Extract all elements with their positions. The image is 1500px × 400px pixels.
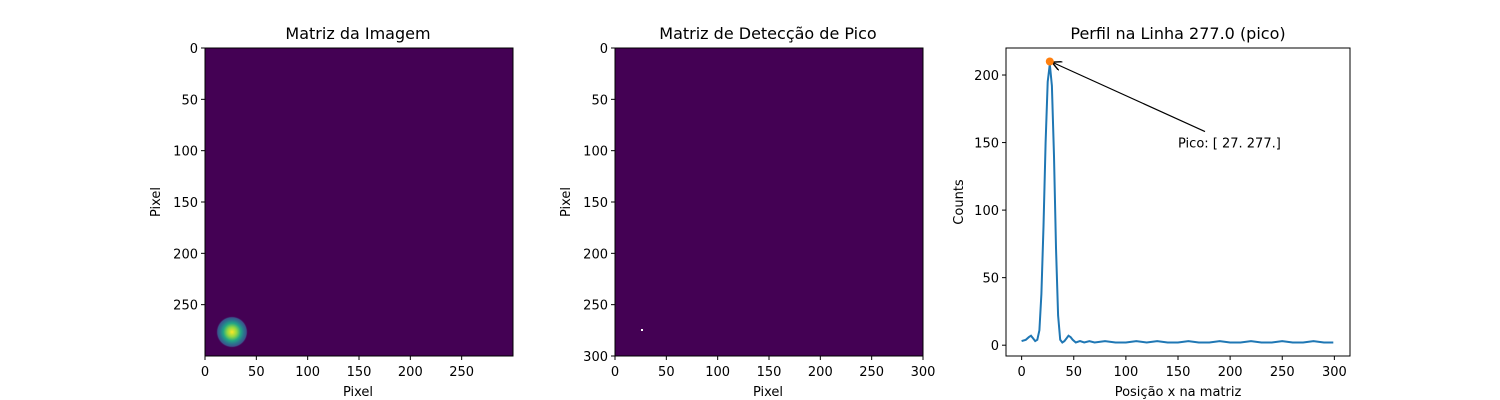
right-xlabel: Posição x na matriz [1115, 385, 1242, 400]
annotation-arrow [1053, 63, 1206, 133]
left-yticks: 0 50 100 150 200 250 [173, 42, 205, 314]
left-xtick-label: 150 [347, 365, 372, 380]
left-ytick-label: 0 [190, 42, 198, 57]
left-xlabel: Pixel [343, 385, 373, 400]
middle-ytick-label: 300 [583, 350, 608, 365]
right-panel: Perfil na Linha 277.0 (pico) 0 50 100 150 20… [952, 24, 1351, 400]
left-xtick-label: 200 [398, 365, 423, 380]
left-panel: Matriz da Imagem 0 50 100 150 200 250 0 50 100 1… [149, 24, 514, 400]
right-xtick-label: 0 [1017, 365, 1025, 380]
right-ytick-label: 150 [974, 137, 999, 152]
left-ytick-label: 200 [173, 247, 198, 262]
left-ytick-label: 100 [173, 145, 198, 160]
middle-xtick-label: 300 [911, 365, 936, 380]
right-yticks: 0 50 100 150 200 [974, 69, 1006, 354]
middle-ytick-label: 150 [583, 196, 608, 211]
middle-ylabel: Pixel [559, 187, 574, 217]
right-xtick-label: 100 [1113, 365, 1138, 380]
right-ylabel: Counts [952, 179, 967, 225]
left-ytick-label: 50 [181, 93, 198, 108]
middle-xlabel: Pixel [753, 385, 783, 400]
right-xtick-label: 50 [1065, 365, 1082, 380]
right-xtick-label: 200 [1218, 365, 1243, 380]
left-xticks: 0 50 100 150 200 250 [201, 356, 474, 380]
middle-detected-pixel [641, 329, 643, 331]
middle-xtick-label: 150 [757, 365, 782, 380]
middle-xtick-label: 100 [705, 365, 730, 380]
middle-xticks: 0 50 100 150 200 250 300 [611, 356, 936, 380]
middle-xtick-label: 200 [808, 365, 833, 380]
right-ytick-label: 200 [974, 69, 999, 84]
middle-ytick-label: 50 [591, 93, 608, 108]
left-xtick-label: 0 [201, 365, 209, 380]
left-xtick-label: 50 [248, 365, 265, 380]
middle-ytick-label: 250 [583, 299, 608, 314]
left-xtick-label: 100 [295, 365, 320, 380]
right-ytick-label: 100 [974, 204, 999, 219]
right-xtick-label: 150 [1166, 365, 1191, 380]
left-xtick-label: 250 [449, 365, 474, 380]
middle-title: Matriz de Detecção de Pico [659, 24, 876, 43]
middle-xtick-label: 0 [611, 365, 619, 380]
left-gaussian-spot [216, 316, 248, 348]
left-ylabel: Pixel [149, 187, 164, 217]
right-ytick-label: 50 [982, 272, 999, 287]
middle-xtick-label: 250 [859, 365, 884, 380]
left-title: Matriz da Imagem [285, 24, 430, 43]
middle-yticks: 0 50 100 150 200 250 300 [583, 42, 615, 365]
peak-marker [1045, 57, 1054, 66]
profile-line [1021, 64, 1334, 344]
left-image-background [205, 48, 513, 356]
right-ytick-label: 0 [991, 339, 999, 354]
left-ytick-label: 150 [173, 196, 198, 211]
right-title: Perfil na Linha 277.0 (pico) [1070, 24, 1285, 43]
right-xtick-label: 300 [1322, 365, 1347, 380]
middle-ytick-label: 100 [583, 145, 608, 160]
middle-image-background [615, 48, 923, 356]
left-ytick-label: 250 [173, 299, 198, 314]
middle-xtick-label: 50 [658, 365, 675, 380]
right-xtick-label: 250 [1270, 365, 1295, 380]
annotation-text: Pico: [ 27. 277.] [1178, 137, 1281, 152]
middle-ytick-label: 0 [600, 42, 608, 57]
middle-ytick-label: 200 [583, 247, 608, 262]
middle-panel: Matriz de Detecção de Pico 0 50 100 150 200 2… [559, 24, 935, 400]
right-xticks: 0 50 100 150 200 250 300 [1017, 356, 1347, 380]
